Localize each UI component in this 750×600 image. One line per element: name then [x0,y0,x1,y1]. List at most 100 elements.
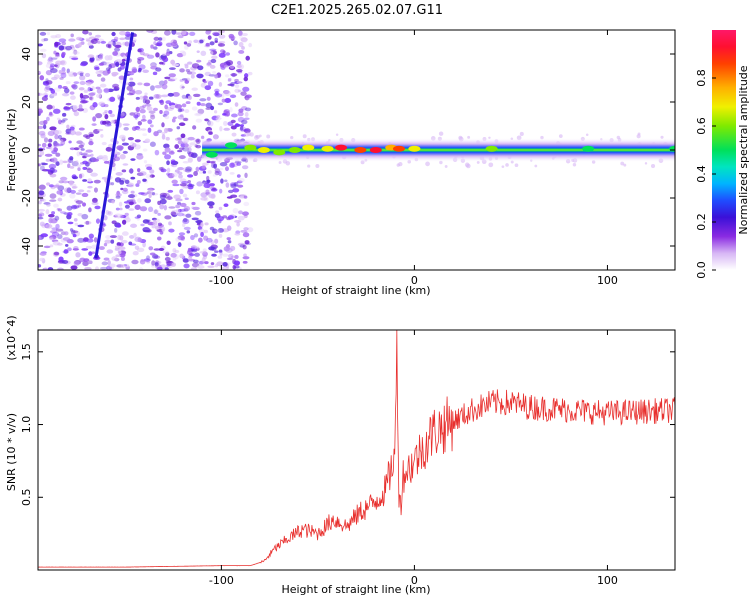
spectrogram-point [212,70,217,74]
spectrogram-point [67,163,71,169]
spectrogram-point [212,228,218,234]
snr-x-ticks: -100 0 100 [209,330,618,587]
spectrogram-point [61,260,69,264]
spectrogram-point [79,81,86,86]
spectrogram-point [249,132,254,137]
spectrogram-point [142,219,150,224]
spectrogram-point [95,218,101,224]
spectrogram-point [187,147,192,152]
spectrogram-point [81,213,89,220]
spectrogram-point [39,75,45,81]
spectrogram-point [143,258,151,262]
spectrogram-point [637,132,641,136]
spectrogram-point [129,77,134,81]
spectrogram-point [163,204,168,211]
spectrogram-point [84,72,91,78]
spectrogram-x-ticks: -100 0 100 [209,30,618,287]
spectrogram-point [45,146,52,150]
spectrogram-point [39,257,45,262]
spectrogram-point [315,163,320,168]
spectrogram-point [144,92,148,96]
spectrogram-point [148,206,154,213]
spectrogram-point [164,127,168,134]
spectrogram-point [196,156,202,162]
spectrogram-point [214,37,218,42]
spectrogram-point [144,99,151,105]
spectrogram-point [91,86,95,91]
spectrogram-point [54,54,60,58]
spectrogram-point [204,222,209,226]
spectrogram-point [46,182,51,186]
spectrogram-point [112,51,119,56]
spectrogram-streak [94,32,135,259]
spectrogram-point [514,163,519,168]
spectrogram-point [160,94,169,98]
spectrogram-point [45,209,50,215]
spectrogram-point [46,203,51,207]
spectrogram-point [128,169,134,174]
spectrogram-point [140,128,147,131]
spectrogram-point [60,140,66,146]
spectrogram-point [644,162,648,165]
spectrogram-point [137,168,141,173]
spectrogram-point [230,183,237,189]
spectrogram-point [190,74,195,79]
spectrogram-point [44,153,53,157]
spectrogram-point [69,129,76,136]
spectrogram-point [127,194,136,199]
spectrogram-point [150,44,154,49]
spectrogram-point [82,152,88,155]
spectrogram-point [166,240,171,246]
spectrogram-point [124,217,131,223]
spectrogram-point [191,217,199,221]
spectrogram-point [124,41,130,47]
spectrogram-point [266,134,271,139]
spectrogram-point [139,95,144,100]
spectrogram-point [42,267,48,270]
spectrogram-point [81,248,89,251]
spectrogram-point [177,115,185,120]
spectrogram-point [88,133,94,137]
spectrogram-point [199,39,204,44]
spectrogram-point [139,206,148,212]
spectrogram-point [74,131,82,136]
snr-frame [37,329,676,571]
spectrogram-point [193,171,198,177]
spectrogram-point [122,123,130,126]
spectrogram-point [168,221,172,226]
spectrogram-point [79,257,86,263]
spectrogram-point [93,179,101,184]
spectrogram-point [236,60,242,66]
spectrogram-point [192,125,197,130]
spectrogram-point [91,123,97,126]
spectrogram-point [129,112,136,116]
spectrogram-point [47,58,54,63]
spectrogram-point [196,265,205,269]
spectrogram-point [140,118,147,122]
spectrogram-point [50,88,56,94]
spectrogram-y-ticks: -40 -20 0 20 40 [20,47,675,255]
spectrogram-point [61,92,70,97]
colorbar-label: Normalized spectral amplitude [737,65,750,234]
spectrogram-point [132,251,139,256]
colorbar-tick-label: 0.2 [695,213,708,231]
spectrogram-point [222,253,229,257]
spectrogram-point [210,105,215,111]
spectrogram-point [164,257,171,262]
spectrogram-point [40,233,49,238]
spectrogram-point [205,42,210,47]
spectrogram-point [216,216,224,222]
spectrogram-point [133,144,141,150]
spectrogram-point [76,164,82,168]
spectrogram-point [92,102,98,108]
spectrogram-point [238,210,243,215]
spectrogram-point [425,161,430,167]
spectrogram-point [180,133,186,139]
spectrogram-point [236,221,240,227]
spectrogram-point [177,235,185,241]
spectrogram-point [137,237,143,243]
spectrogram-point [111,38,118,43]
spectrogram-point [230,119,236,124]
spectrogram-point [164,215,172,220]
